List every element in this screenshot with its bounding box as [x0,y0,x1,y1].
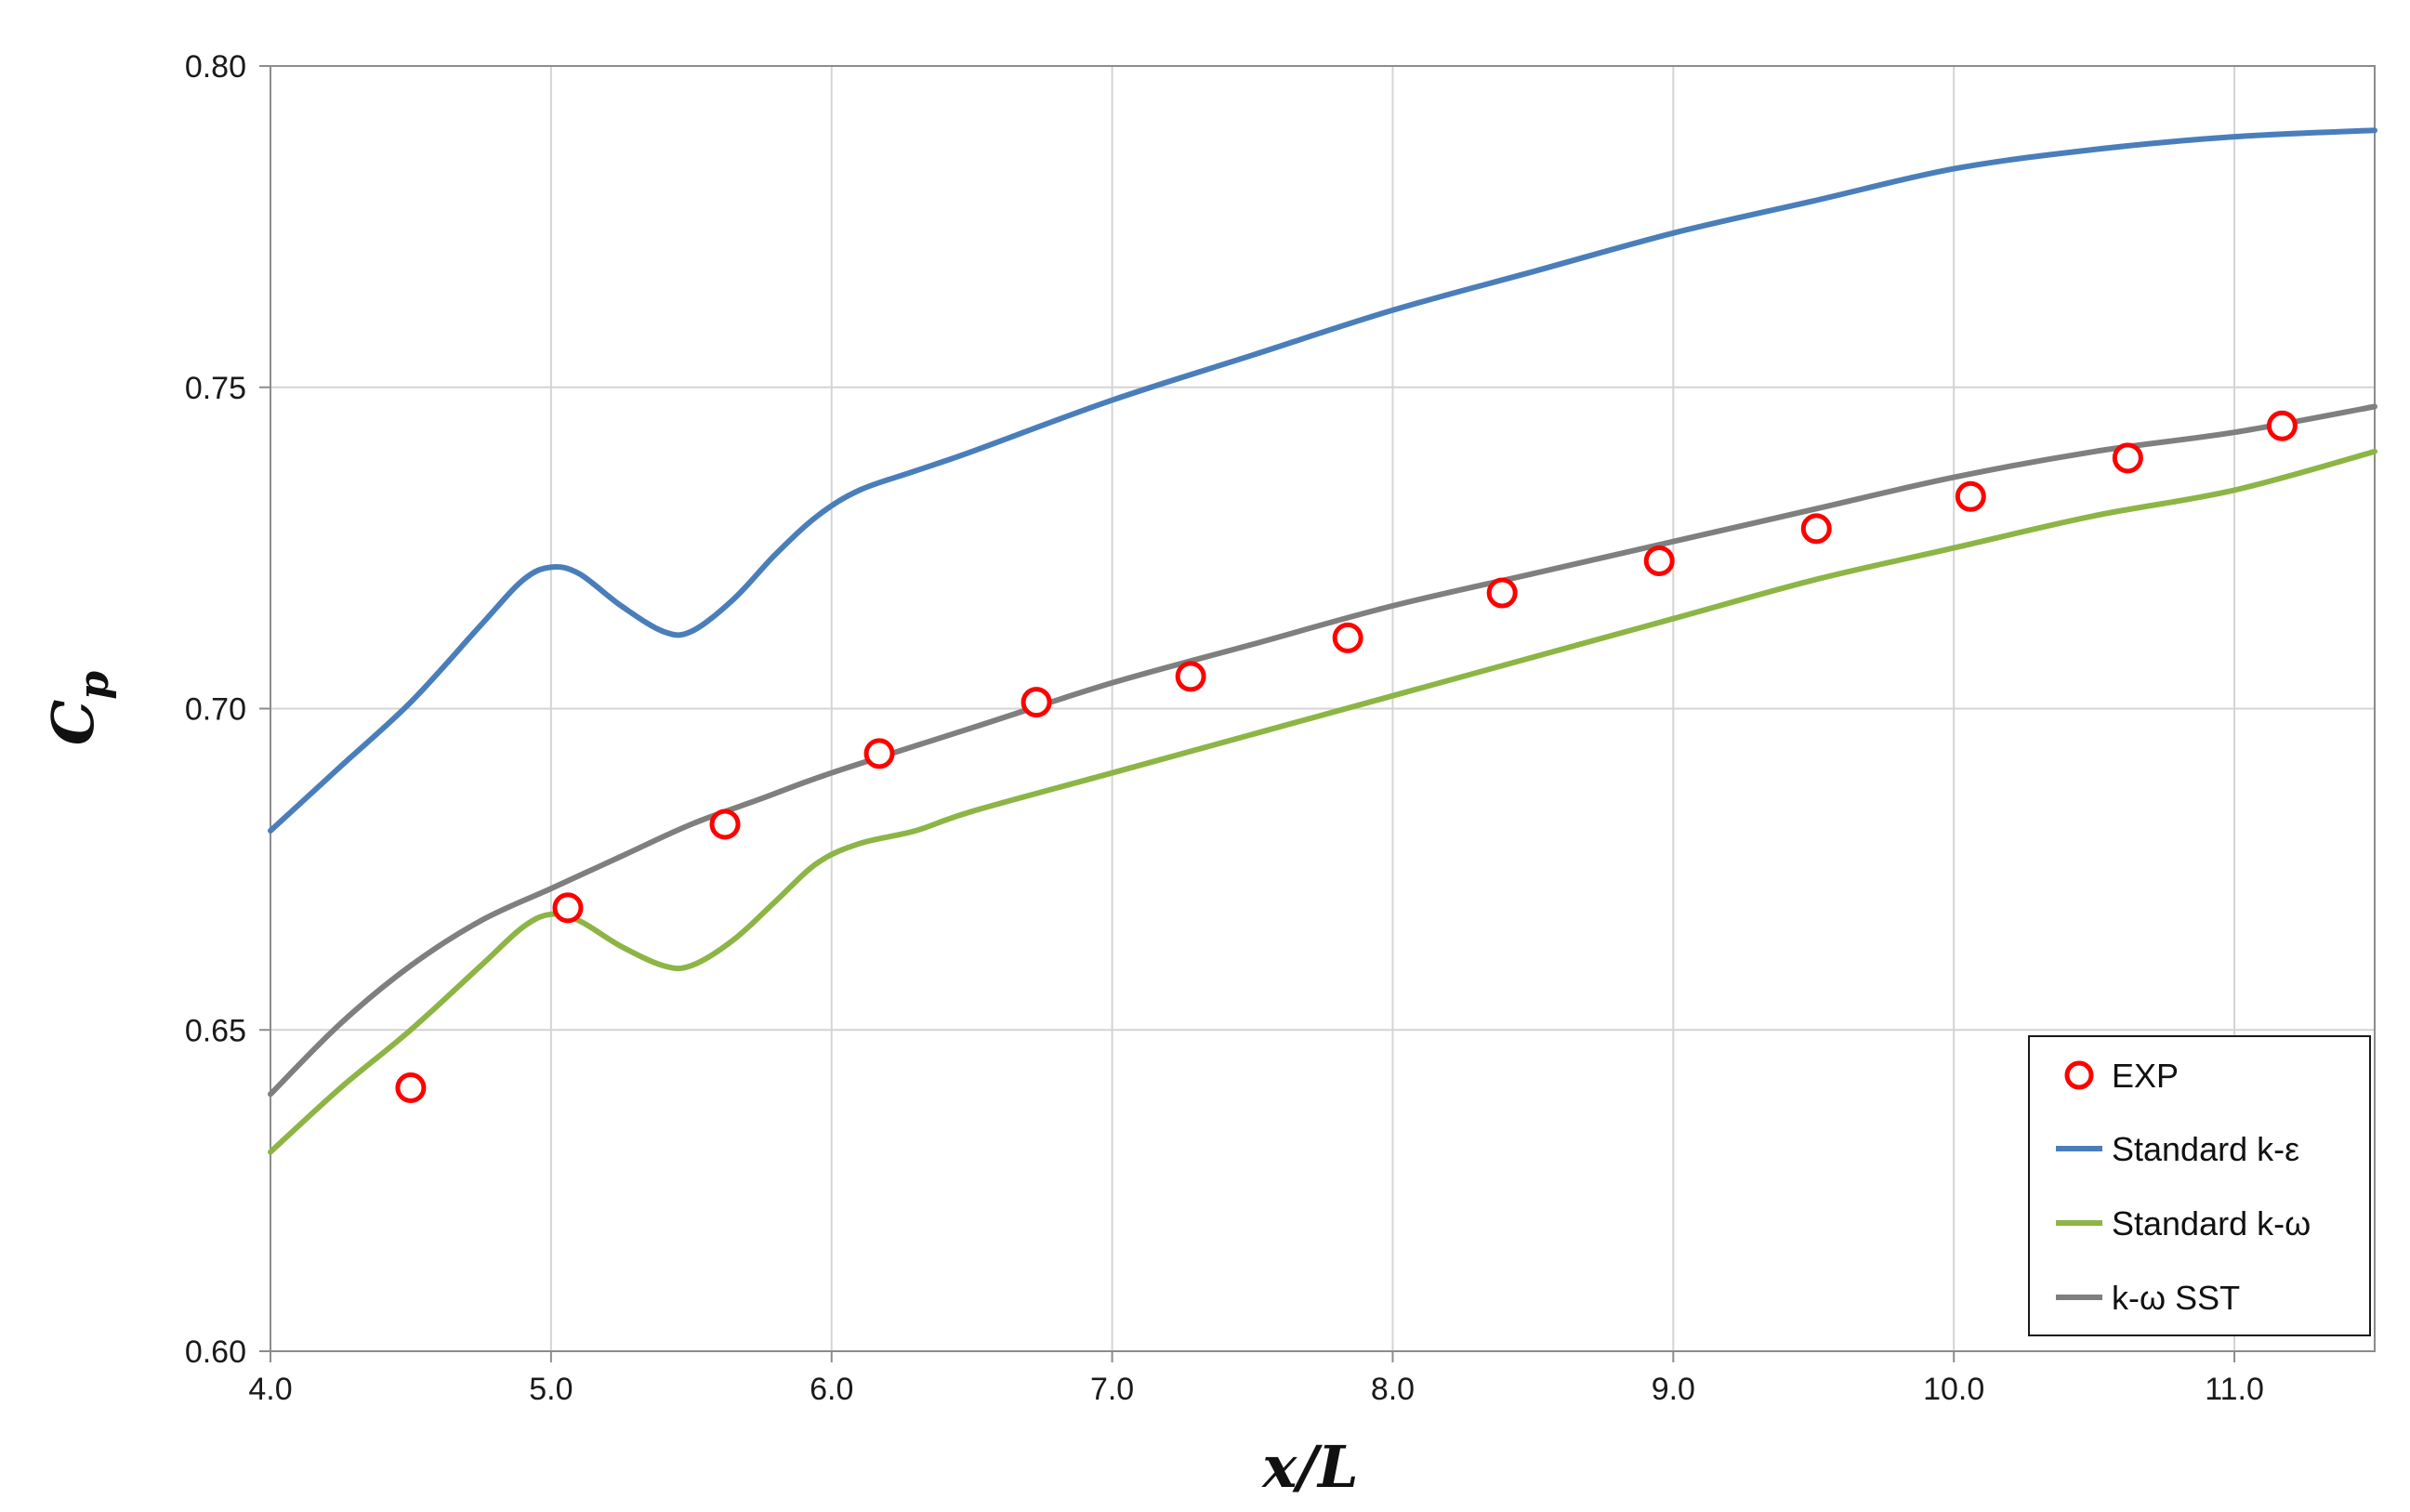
y-tick-label: 0.60 [185,1335,246,1370]
series-line-standard-k- [268,127,2377,834]
y-axis-label: Cp [39,671,118,745]
legend: EXP Standard k-ε Standard k-ω k-ω SST [2028,1035,2371,1336]
exp-data-point [1800,513,1832,545]
exp-data-point [1486,577,1518,609]
legend-label-k-epsilon: Standard k-ε [2112,1130,2299,1168]
y-tick-label: 0.75 [185,371,246,406]
x-tick-label: 4.0 [248,1372,292,1407]
exp-data-point [1955,480,1986,512]
legend-marker-exp [2064,1060,2094,1090]
exp-data-point [1643,545,1675,576]
exp-data-point [2112,442,2143,474]
y-tick-label: 0.70 [185,692,246,728]
x-tick-label: 10.0 [1923,1372,1984,1407]
exp-data-point [395,1072,427,1103]
y-axis-label-main: C [39,700,107,745]
legend-label-k-omega-sst: k-ω SST [2112,1279,2240,1317]
tick-layer: 4.0 5.0 6.0 7.0 8.0 9.0 10.0 11.0 0.60 0.65 0.70 0.… [185,49,2264,1407]
series-line-k-sst [268,403,2377,1098]
x-tick-label: 8.0 [1371,1372,1415,1407]
legend-label-exp: EXP [2112,1057,2179,1095]
exp-data-point [2266,410,2298,441]
x-tick-label: 6.0 [810,1372,853,1407]
exp-data-point [1332,622,1363,653]
series-layer [268,127,2377,1155]
svg-text:Cp: Cp [39,671,118,745]
x-axis-label: x/L [1260,1433,1358,1501]
x-tick-label: 7.0 [1090,1372,1134,1407]
x-tick-label: 5.0 [529,1372,573,1407]
exp-data-point [709,809,741,840]
x-tick-label: 11.0 [2205,1372,2264,1407]
y-tick-label: 0.65 [185,1013,246,1048]
x-tick-label: 9.0 [1652,1372,1695,1407]
exp-data-point [552,892,584,924]
series-line-standard-k- [268,448,2377,1155]
y-tick-label: 0.80 [185,49,246,85]
y-axis-label-sub: p [71,671,118,700]
exp-data-point [1175,661,1206,692]
exp-data-point [1021,687,1052,718]
legend-label-k-omega: Standard k-ω [2112,1204,2311,1242]
exp-data-point [863,738,895,769]
